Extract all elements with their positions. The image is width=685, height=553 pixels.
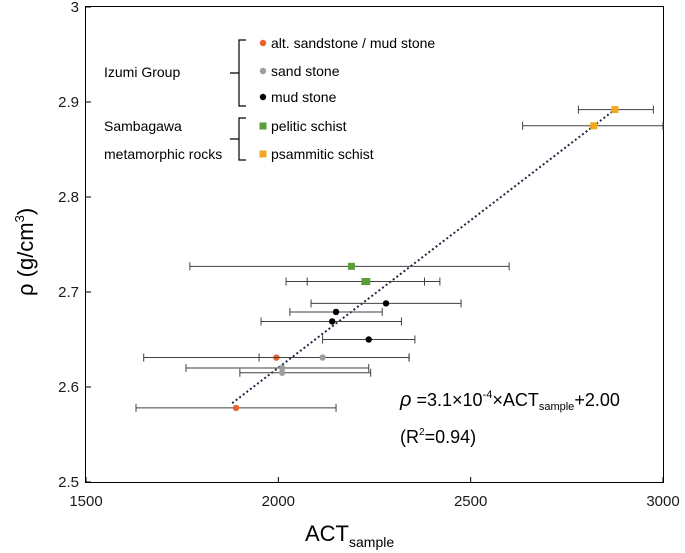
data-point-psammitic-schist — [590, 122, 598, 130]
legend-bracket-sambagawa — [230, 117, 246, 161]
y-tick-label: 2.7 — [58, 284, 79, 301]
data-point-mud-stone — [328, 318, 336, 325]
fit-equation: ρ =3.1×10-4×ACTsample+2.00 — [399, 389, 620, 413]
x-axis-title: ACTsample — [305, 521, 394, 550]
legend-label-pelitic-schist: pelitic schist — [271, 118, 347, 134]
legend-marker-alt-sandstone — [259, 39, 267, 47]
y-axis-title: ρ (g/cm3) — [12, 208, 38, 296]
legend-label-alt-sandstone: alt. sandstone / mud stone — [271, 35, 435, 51]
data-point-pelitic-schist — [347, 262, 355, 270]
x-tick-label: 2000 — [262, 493, 295, 510]
equation-part-a: =3.1×10 — [411, 390, 482, 410]
legend-bracket-izumi — [230, 39, 246, 107]
equation-exponent: -4 — [483, 389, 493, 401]
data-point-sand-stone — [278, 364, 286, 372]
data-point-sand-stone — [278, 369, 286, 376]
x-axis-title-main: ACT — [305, 521, 349, 546]
data-point-mud-stone — [332, 308, 340, 316]
data-point-sand-stone — [319, 354, 326, 361]
legend-marker-psammitic-schist — [259, 150, 267, 158]
legend-marker-sand-stone — [259, 67, 267, 75]
y-tick-label: 2.9 — [58, 94, 79, 111]
data-point-alt-sandstone-mud-stone — [232, 404, 240, 412]
data-point-mud-stone — [365, 336, 372, 343]
y-tick-label: 2.5 — [58, 474, 79, 491]
equation-part-c: +2.00 — [574, 390, 620, 410]
y-axis-title-close: ) — [13, 208, 38, 215]
x-axis-title-subscript: sample — [349, 534, 394, 550]
equation-rho: ρ — [399, 389, 411, 411]
legend-group-sambagawa-line2: metamorphic rocks — [104, 146, 222, 162]
y-axis-title-superscript: 3 — [12, 215, 27, 222]
x-tick-label: 3000 — [646, 493, 679, 510]
r2-part-b: =0.94) — [425, 427, 477, 447]
axis-ticks: 1500 2000 2500 3000 2.5 2.6 2.7 2.8 2.9 3 — [58, 0, 680, 510]
fit-line — [231, 108, 616, 404]
fit-line-layer — [231, 108, 616, 404]
y-tick-label: 3 — [71, 0, 79, 16]
data-point-psammitic-schist — [611, 106, 619, 114]
r2-superscript: 2 — [419, 427, 425, 438]
equation-subscript: sample — [539, 401, 574, 413]
r2-part-a: (R — [400, 427, 419, 447]
data-point-pelitic-schist — [363, 278, 371, 286]
legend-group-sambagawa: Sambagawa — [104, 118, 182, 134]
legend-group-izumi: Izumi Group — [104, 64, 180, 80]
legend: Izumi Group Sambagawa metamorphic rocks … — [104, 35, 435, 162]
legend-label-mud-stone: mud stone — [271, 89, 337, 105]
data-point-mud-stone — [382, 300, 390, 307]
legend-marker-mud-stone — [259, 93, 267, 101]
legend-label-sand-stone: sand stone — [271, 63, 340, 79]
y-tick-label: 2.6 — [58, 379, 79, 396]
legend-label-psammitic-schist: psammitic schist — [271, 146, 374, 162]
r-squared: (R2=0.94) — [400, 427, 476, 447]
x-tick-label: 2500 — [454, 493, 487, 510]
equation-part-b: ×ACT — [492, 390, 539, 410]
x-tick-label: 1500 — [69, 493, 102, 510]
plot-frame — [85, 6, 664, 483]
legend-marker-pelitic-schist — [259, 122, 267, 130]
y-tick-label: 2.8 — [58, 189, 79, 206]
data-points-layer — [135, 105, 664, 412]
y-axis-title-main: ρ (g/cm — [13, 222, 38, 296]
